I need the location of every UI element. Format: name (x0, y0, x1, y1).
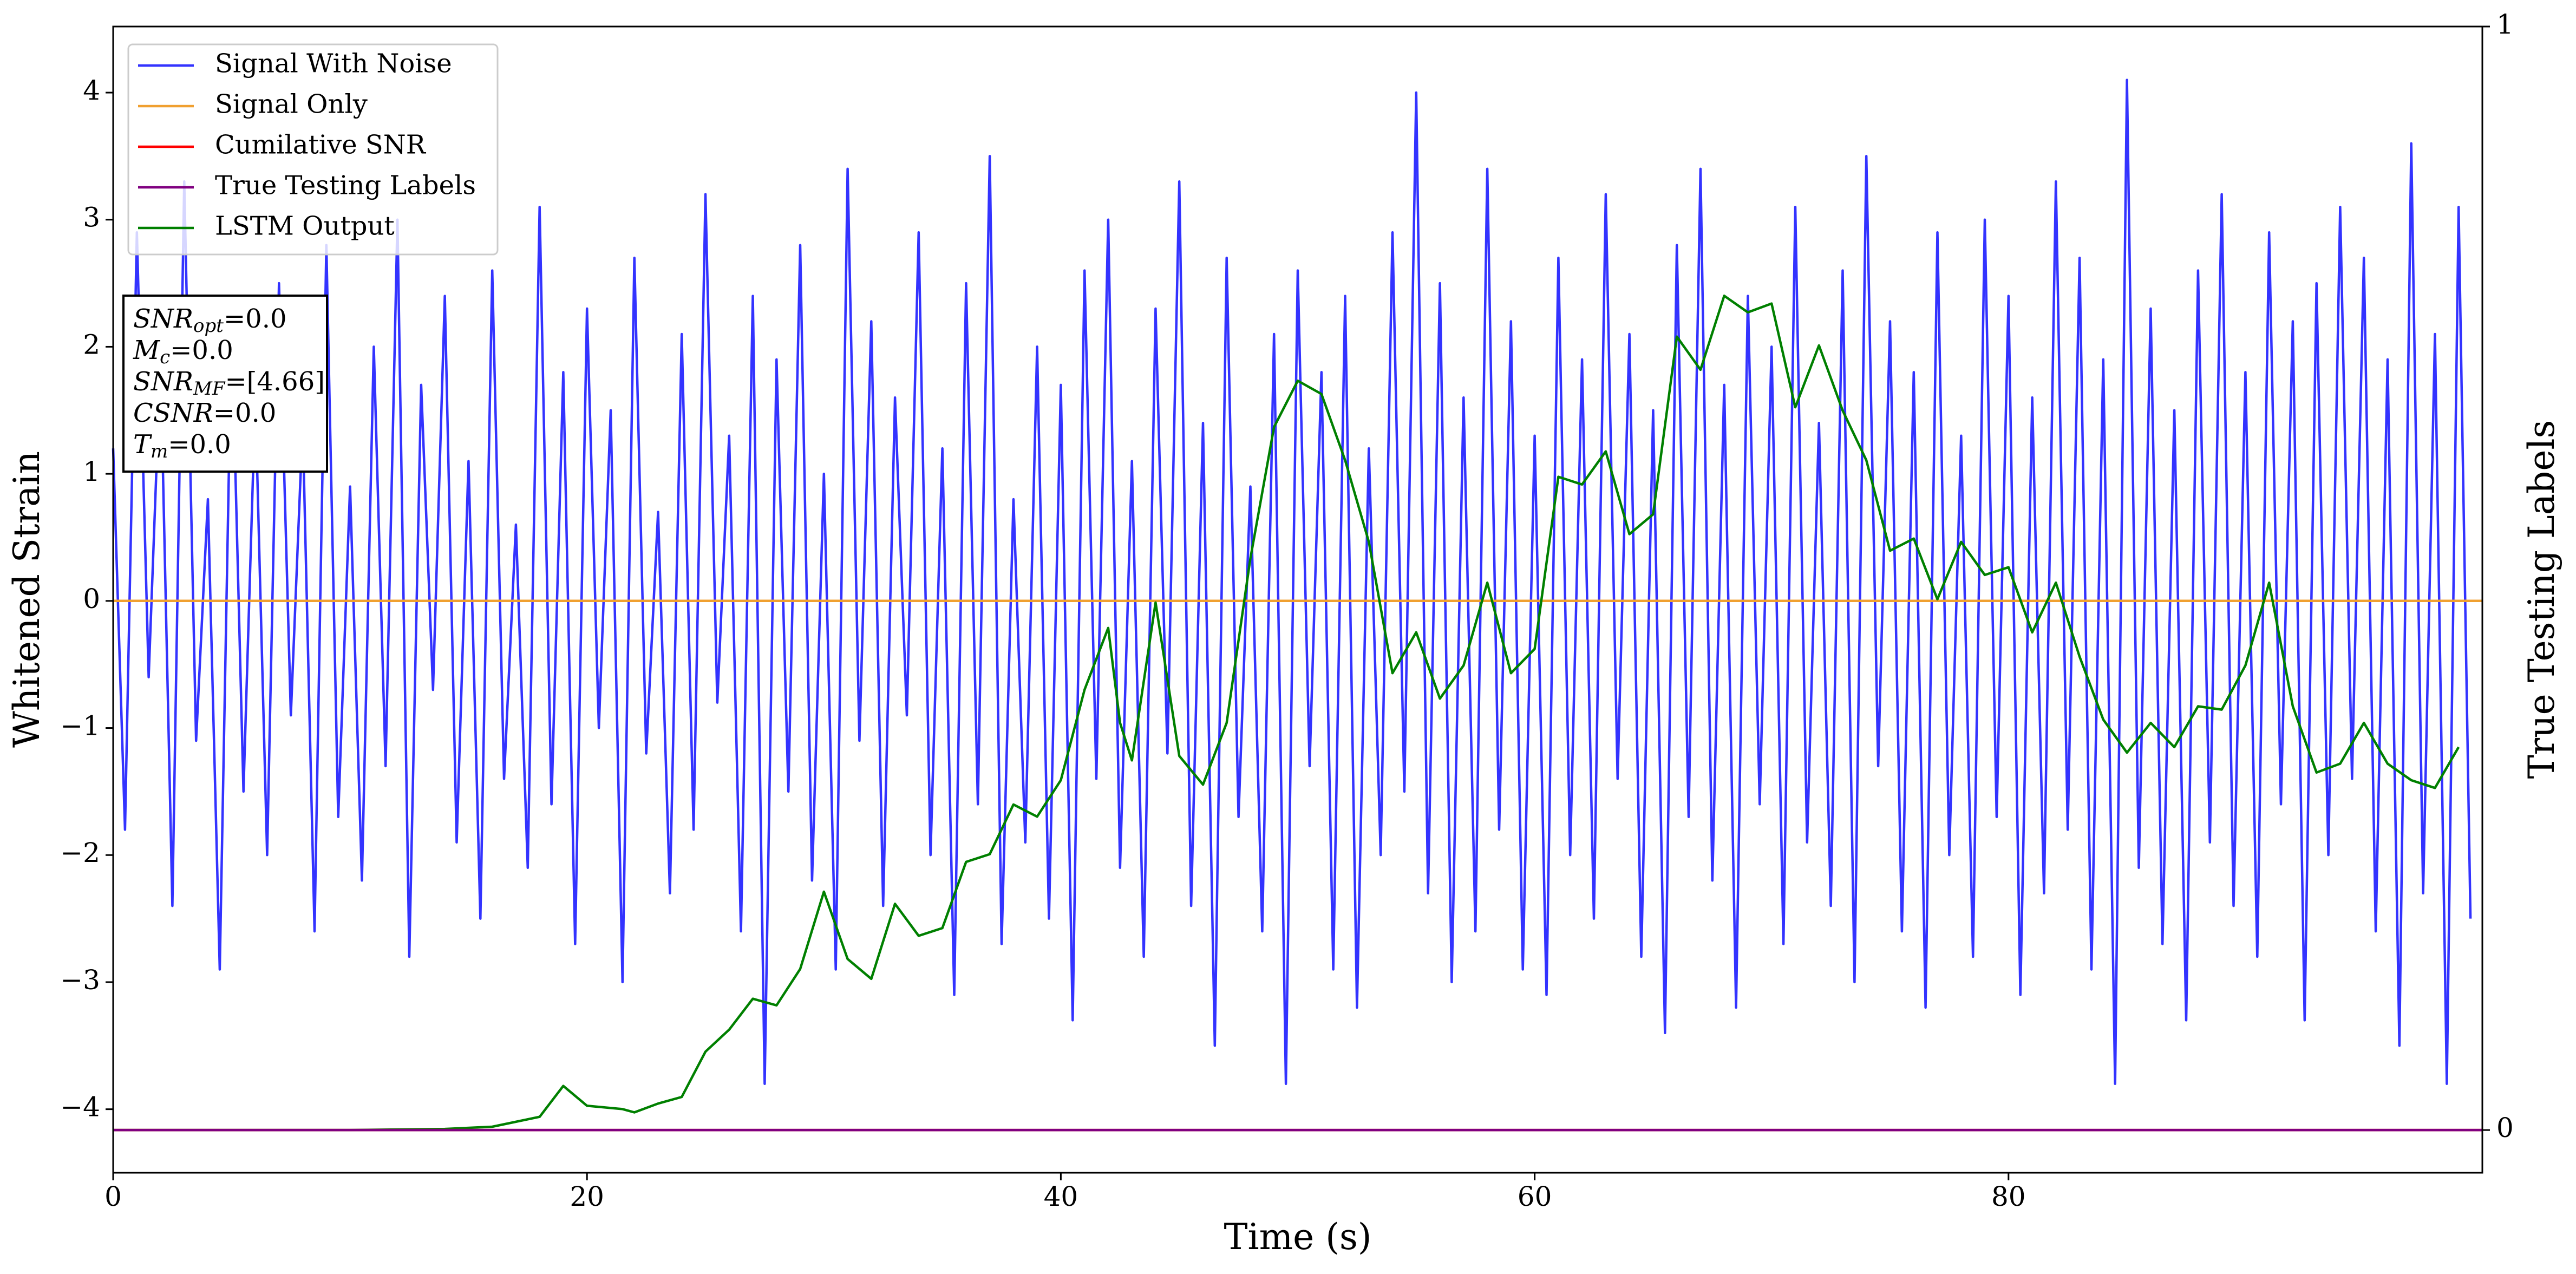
annotation-subscript: opt (193, 315, 224, 337)
legend: Signal With Noise Signal Only Cumilative S… (127, 43, 499, 256)
y-axis-label: Whitened Strain (6, 451, 48, 748)
annotation-value: =0.0 (170, 335, 233, 365)
annotation: SNRopt=0.0Mc=0.0SNRMF=[4.66]CSNR=0.0Tm=0… (122, 295, 328, 473)
annotation-symbol: M (133, 335, 161, 365)
annotation-subscript: c (160, 347, 170, 368)
annotation-symbol: CSNR (133, 398, 213, 428)
y-tick-label: −2 (60, 837, 100, 868)
annotation-line: Mc=0.0 (133, 335, 233, 369)
legend-label: Cumilative SNR (215, 130, 427, 160)
legend-label: Signal Only (215, 89, 368, 120)
y-tick-label: 1 (83, 456, 100, 487)
series-line (113, 295, 2460, 1132)
y-tick-label: 3 (83, 202, 100, 233)
annotation-box (122, 295, 328, 473)
annotation-line: CSNR=0.0 (133, 398, 276, 428)
legend-label: LSTM Output (215, 211, 395, 241)
y-tick-label: −1 (60, 710, 100, 742)
annotation-value: =0.0 (224, 304, 287, 334)
x-tick-label: 20 (570, 1181, 604, 1212)
legend-label: Signal With Noise (215, 49, 452, 79)
x-axis-label: Time (s) (1224, 1216, 1371, 1258)
y-tick-label: 4 (83, 75, 100, 106)
annotation-value: =0.0 (168, 429, 231, 460)
legend-box (127, 43, 499, 256)
plot-area (112, 79, 2482, 1132)
y-tick-label: 0 (83, 583, 100, 615)
annotation-value: =[4.66] (225, 367, 325, 397)
y2-axis-label: True Testing Labels (2521, 420, 2562, 779)
annotation-symbol: T (133, 429, 152, 460)
y2-tick-label: 1 (2496, 9, 2514, 40)
y-tick-label: −3 (60, 964, 100, 996)
annotation-line: SNRMF=[4.66] (133, 367, 325, 400)
annotation-symbol: SNR (133, 304, 193, 334)
annotation-subscript: MF (193, 378, 226, 400)
x-tick-label: 80 (1991, 1181, 2026, 1212)
annotation-symbol: SNR (133, 367, 193, 397)
annotation-line: Tm=0.0 (133, 429, 231, 463)
x-tick-label: 40 (1044, 1181, 1078, 1212)
annotation-subscript: m (151, 441, 168, 462)
x-tick-label: 0 (104, 1181, 122, 1212)
annotation-line: SNRopt=0.0 (133, 304, 287, 337)
y-tick-label: 2 (83, 329, 100, 360)
legend-label: True Testing Labels (215, 171, 476, 201)
x-tick-label: 60 (1518, 1181, 1552, 1212)
y2-tick-label: 0 (2496, 1112, 2514, 1144)
axes-frame (112, 25, 2483, 1174)
series-line (112, 79, 2472, 1085)
annotation-value: =0.0 (213, 398, 277, 428)
y-tick-label: −4 (60, 1092, 100, 1123)
